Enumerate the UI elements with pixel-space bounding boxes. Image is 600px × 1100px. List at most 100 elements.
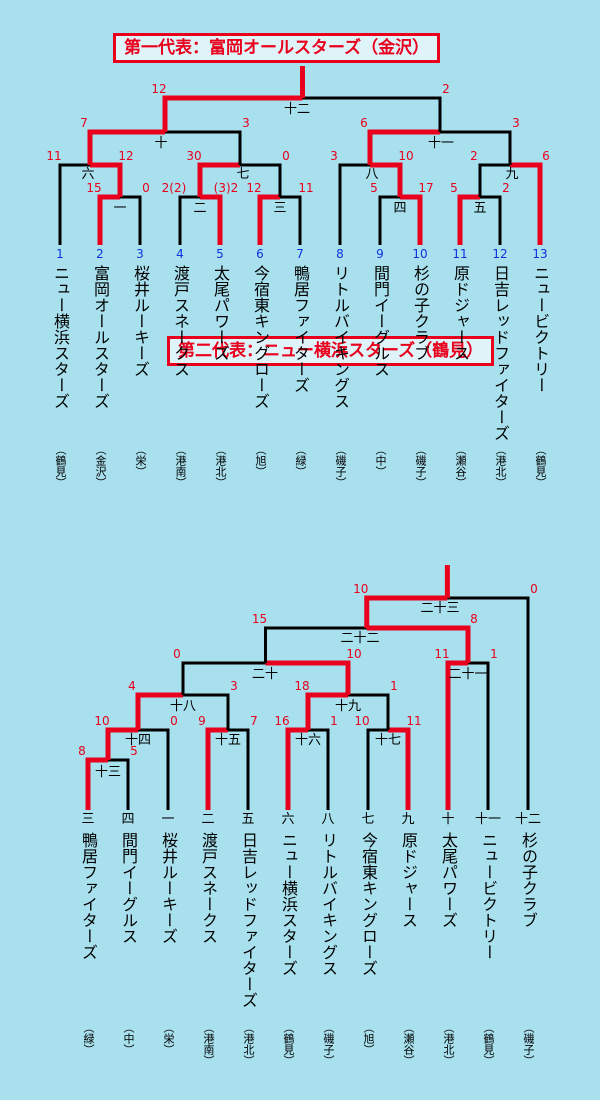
- bracket1-team-name-0: ニュー横浜スターズ: [51, 265, 70, 409]
- bracket2-team-name-10: ニュービクトリー: [479, 832, 498, 960]
- bracket2-seed-11: 十二: [515, 812, 541, 827]
- bracket1-game-2-left-line: [257, 194, 280, 245]
- bracket2-game-0-right-score: 5: [130, 744, 138, 758]
- bracket1-seed-2: 3: [136, 247, 144, 261]
- bracket1-team-name-4: 太尾パワーズ: [211, 265, 230, 361]
- bracket2-game-5-right-score: 3: [230, 679, 238, 693]
- bracket1-game-0-right-line: [120, 195, 142, 245]
- bracket2-game-5-left-line: [135, 692, 183, 730]
- bracket1-seed-10: 11: [452, 247, 467, 261]
- bracket1-game-4-right-line: [480, 195, 502, 245]
- bracket2-team-name-5: ニュー横浜スターズ: [279, 832, 298, 976]
- bracket1-team-city-1: （金沢）: [94, 444, 107, 488]
- bracket2-game-8-right-line: [468, 661, 490, 810]
- bracket1-team-name-11: 日吉レッドファイターズ: [491, 265, 510, 441]
- bracket2-seed-4: 五: [241, 812, 254, 827]
- bracket2-game-3-left-line: [285, 727, 308, 810]
- bracket2-team-city-5: （鶴見）: [282, 1022, 295, 1066]
- bracket2-game-9-label: 二十二: [340, 631, 379, 646]
- bracket1-seed-0: 1: [56, 247, 64, 261]
- bracket1-team-city-4: （港北）: [214, 444, 227, 488]
- bracket1-game-7-left-line: [338, 163, 370, 245]
- bracket1-seed-7: 8: [336, 247, 344, 261]
- bracket1-game-4-left-score: 5: [450, 181, 458, 195]
- bracket1-game-8-right-score: 6: [542, 149, 550, 163]
- bracket1-seed-8: 9: [376, 247, 384, 261]
- bracket1-game-11-left-score: 12: [151, 82, 166, 96]
- bracket1-seed-11: 12: [492, 247, 507, 261]
- bracket2-game-7-label: 二十: [252, 667, 278, 682]
- bracket2-game-9-left-line: [264, 626, 367, 663]
- bracket2-game-8-label: 二十一: [448, 667, 487, 682]
- bracket1-team-city-2: （栄）: [134, 444, 147, 477]
- bracket1-game-11-right-score: 2: [442, 82, 450, 96]
- bracket2-game-2-right-line: [228, 728, 250, 810]
- bracket1-game-2-right-line: [280, 195, 302, 245]
- bracket1-seed-9: 10: [412, 247, 427, 261]
- bracket1-game-2-left-score: 12: [246, 181, 261, 195]
- bracket2-seed-3: 二: [201, 812, 214, 827]
- bracket1-game-0-left-score: 15: [86, 181, 101, 195]
- bracket1-game-7-left-score: 3: [330, 149, 338, 163]
- bracket2-seed-5: 六: [281, 812, 294, 827]
- bracket2-team-city-10: （鶴見）: [482, 1022, 495, 1066]
- bracket1-game-1-right-score: (3)2: [214, 181, 239, 195]
- bracket1-team-name-3: 渡戸スネークス: [171, 265, 190, 377]
- bracket1-game-3-label: 四: [393, 201, 406, 216]
- bracket1-game-3-left-score: 5: [370, 181, 378, 195]
- bracket1-game-11-left-line: [162, 95, 303, 132]
- bracket1-game-6-left-score: 30: [186, 149, 201, 163]
- bracket2-game-4-label: 十七: [375, 733, 401, 748]
- bracket2-game-8-right-score: 1: [490, 647, 498, 661]
- bracket2-team-city-1: （中）: [122, 1022, 135, 1055]
- bracket2-game-5-left-score: 4: [128, 679, 136, 693]
- bracket1-game-6-label: 七: [236, 167, 249, 182]
- bracket2-game-10-right-line: [447, 596, 530, 810]
- bracket1-game-2-label: 三: [273, 201, 286, 216]
- bracket2-game-3-label: 十六: [295, 733, 321, 748]
- bracket1-game-6-left-line: [197, 162, 240, 197]
- bracket1-game-5-left-score: 11: [46, 149, 61, 163]
- bracket2-seed-9: 十: [441, 812, 454, 827]
- bracket2-game-0-right-line: [108, 758, 130, 810]
- bracket1-game-7-right-score: 10: [398, 149, 413, 163]
- bracket2-game-8-left-line: [445, 660, 468, 810]
- bracket1-game-8-left-line: [478, 163, 510, 197]
- bracket1-game-7-label: 八: [365, 167, 378, 182]
- bracket1-seed-3: 4: [176, 247, 184, 261]
- bracket2-game-1-left-score: 10: [94, 714, 109, 728]
- bracket1-seed-4: 5: [216, 247, 224, 261]
- bracket1-team-city-12: （鶴見）: [534, 444, 547, 488]
- bracket1-game-10-right-line: [440, 130, 512, 165]
- bracket1-game-10-left-score: 6: [360, 116, 368, 130]
- bracket1-game-10-left-line: [367, 129, 440, 165]
- bracket2-team-name-11: 杉の子クラブ: [519, 832, 538, 928]
- bracket2-team-city-7: （旭）: [362, 1022, 375, 1055]
- bracket1-team-city-11: （港北）: [494, 444, 507, 488]
- bracket2-team-name-3: 渡戸スネークス: [199, 832, 218, 944]
- bracket2-game-8-left-score: 11: [434, 647, 449, 661]
- bracket1-game-8-right-line: [510, 162, 543, 245]
- bracket2-team-city-2: （栄）: [162, 1022, 175, 1055]
- bracket2-game-4-left-line: [366, 728, 388, 810]
- bracket2-team-city-9: （港北）: [442, 1022, 455, 1066]
- bracket2-game-2-right-score: 7: [250, 714, 258, 728]
- bracket1-game-0-label: 一: [113, 201, 126, 216]
- bracket1-game-9-right-line: [165, 130, 242, 165]
- bracket2-game-0-label: 十三: [95, 765, 121, 780]
- bracket1-game-4-left-line: [457, 194, 480, 245]
- bracket2-game-3-left-score: 16: [274, 714, 289, 728]
- bracket1-game-1-label: 二: [193, 201, 206, 216]
- bracket1-game-2-right-score: 11: [298, 181, 313, 195]
- bracket1-team-name-8: 間門イーグルス: [371, 265, 390, 377]
- bracket2-game-10-left-score: 10: [353, 582, 368, 596]
- bracket2-team-city-11: （磯子）: [522, 1022, 535, 1066]
- bracket2-game-6-right-line: [348, 693, 390, 730]
- bracket1-team-name-1: 富岡オールスターズ: [91, 265, 110, 409]
- bracket1-game-8-left-score: 2: [470, 149, 478, 163]
- bracket1-game-5-label: 六: [81, 167, 94, 182]
- bracket2-team-city-3: （港南）: [202, 1022, 215, 1066]
- bracket1-game-10-label: 十一: [428, 136, 454, 151]
- bracket1-team-city-8: （中）: [374, 444, 387, 477]
